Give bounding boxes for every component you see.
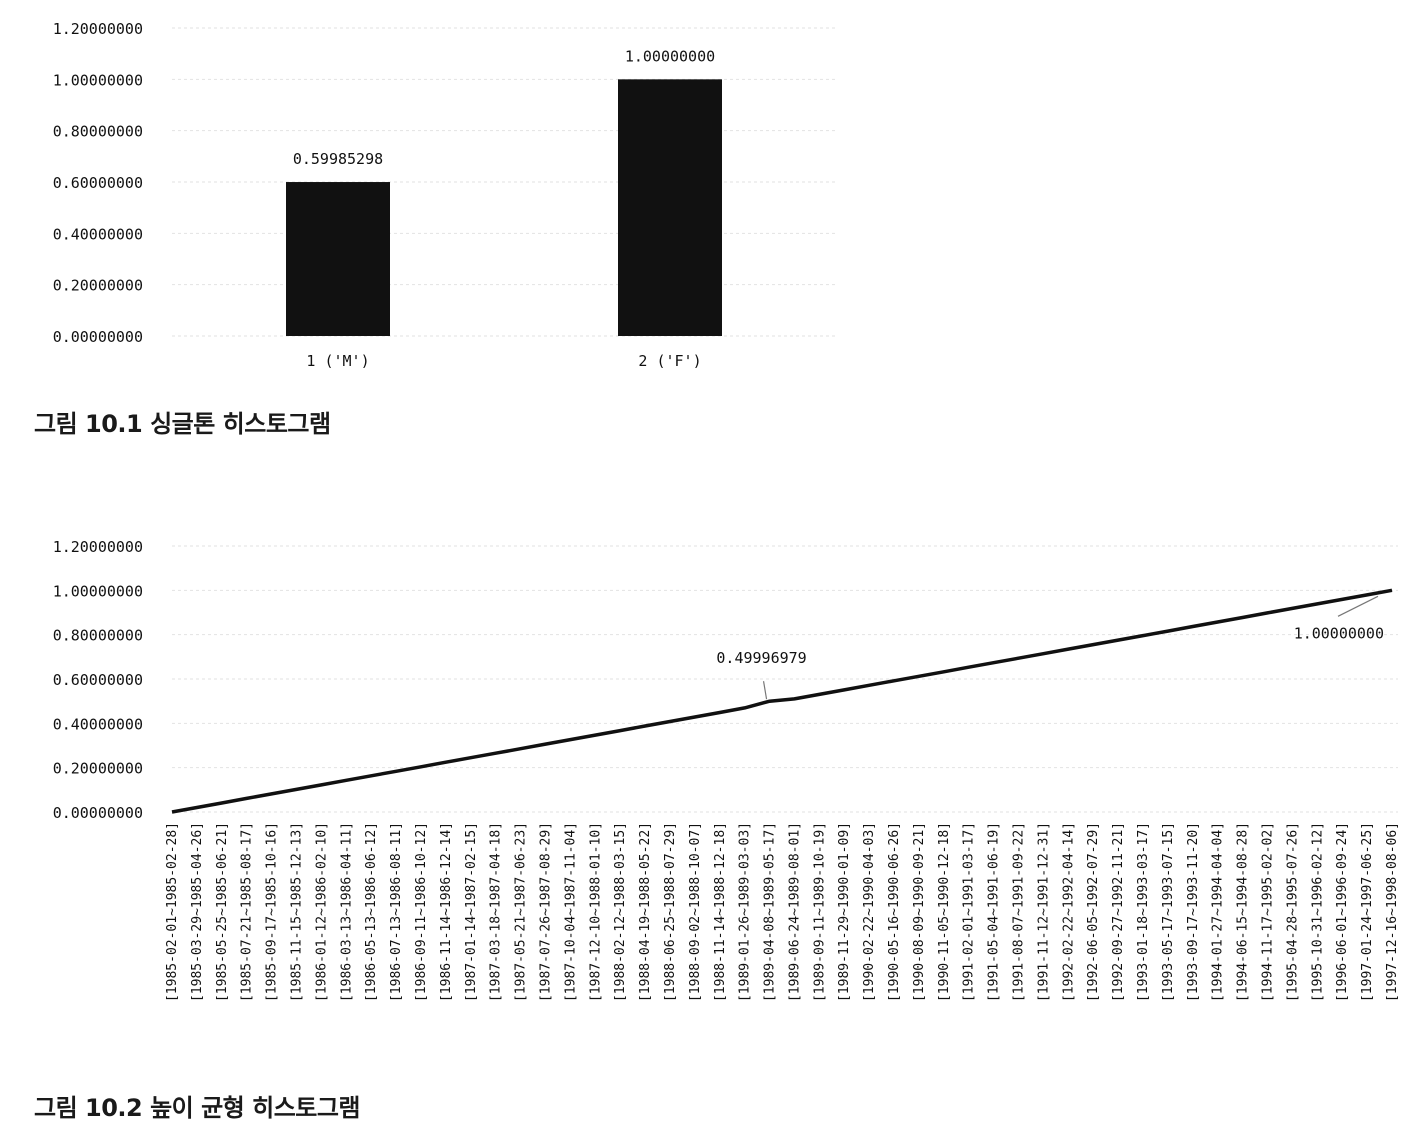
y-tick-label: 1.00000000	[53, 71, 143, 89]
height-balanced-histogram-figure: 0.00000000 0.20000000 0.40000000 0.60000000…	[0, 470, 1404, 1128]
x-tick-label: [1986-07-13~1986-08-11]	[389, 822, 404, 1002]
x-tick-label: [1987-03-18~1987-04-18]	[489, 822, 504, 1002]
x-tick-label: [1988-04-19~1988-05-22]	[638, 822, 653, 1002]
x-tick-label: [1993-09-17~1993-11-20]	[1186, 822, 1201, 1002]
y-tick-label: 0.80000000	[53, 627, 143, 645]
x-tick-label: [1990-02-22~1990-04-03]	[862, 822, 877, 1002]
x-tick-label: [1989-09-11~1989-10-19]	[812, 822, 827, 1002]
y-tick-label: 0.00000000	[53, 804, 143, 822]
x-tick-label: [1994-11-17~1995-02-02]	[1261, 822, 1276, 1002]
x-tick-label: [1985-07-21~1985-08-17]	[240, 822, 255, 1002]
x-tick-label: [1989-06-24~1989-08-01]	[787, 822, 802, 1002]
x-tick-label: [1995-04-28~1995-07-26]	[1285, 822, 1300, 1002]
x-tick-label: [1990-08-09~1990-09-21]	[912, 822, 927, 1002]
x-tick-label: [1993-05-17~1993-07-15]	[1161, 822, 1176, 1002]
y-tick-label: 0.40000000	[53, 225, 143, 243]
x-tick-label: [1986-09-11~1986-10-12]	[414, 822, 429, 1002]
y-tick-label: 0.20000000	[53, 277, 143, 295]
x-tick-label: [1985-11-15~1985-12-13]	[289, 822, 304, 1002]
annotation-leader	[1337, 595, 1379, 617]
x-tick-label: [1988-06-25~1988-07-29]	[663, 822, 678, 1002]
x-tick-label: [1994-01-27~1994-04-04]	[1211, 822, 1226, 1002]
bar	[618, 79, 722, 336]
y-tick-label: 0.60000000	[53, 671, 143, 689]
x-tick-label: [1985-05-25~1985-06-21]	[215, 822, 230, 1002]
x-tick-label: [1985-09-17~1985-10-16]	[265, 822, 280, 1002]
singleton-histogram-chart: 0.00000000 0.20000000 0.40000000 0.60000000…	[53, 20, 836, 370]
figure-caption-1: 그림 10.1 싱글톤 히스토그램	[34, 410, 331, 438]
x-tick-label: [1985-03-29~1985-04-26]	[190, 822, 205, 1002]
y-tick-label: 1.20000000	[53, 20, 143, 38]
x-tick-label: [1986-01-12~1986-02-10]	[314, 822, 329, 1002]
y-tick-label: 0.80000000	[53, 123, 143, 141]
x-tick-label: [1991-08-07~1991-09-22]	[1012, 822, 1027, 1002]
y-tick-label: 1.00000000	[53, 582, 143, 600]
x-tick-label: [1996-06-01~1996-09-24]	[1335, 822, 1350, 1002]
x-tick-label: [1990-11-05~1990-12-18]	[937, 822, 952, 1002]
x-tick-label: [1986-05-13~1986-06-12]	[364, 822, 379, 1002]
x-tick-label: [1987-12-10~1988-01-10]	[588, 822, 603, 1002]
figure-caption-2: 그림 10.2 높이 균형 히스토그램	[34, 1094, 361, 1122]
height-balanced-histogram-chart: 0.00000000 0.20000000 0.40000000 0.60000000…	[53, 538, 1400, 1002]
x-tick-label: [1988-11-14~1988-12-18]	[713, 822, 728, 1002]
y-tick-label: 0.00000000	[53, 328, 143, 346]
x-tick-label: [1987-05-21~1987-06-23]	[514, 822, 529, 1002]
singleton-histogram-figure: 0.00000000 0.20000000 0.40000000 0.60000000…	[0, 0, 1404, 470]
x-tick-label: [1987-07-26~1987-08-29]	[538, 822, 553, 1002]
x-tick-label: [1987-01-14~1987-02-15]	[464, 822, 479, 1002]
x-tick-label: [1997-12-16~1998-08-06]	[1385, 822, 1400, 1002]
x-tick-label: [1992-09-27~1992-11-21]	[1111, 822, 1126, 1002]
series-line	[171, 588, 1393, 814]
bar-data-label: 0.59985298	[293, 150, 383, 168]
x-tick-label: [1991-11-12~1991-12-31]	[1036, 822, 1051, 1002]
x-tick-label: 2 ('F')	[638, 352, 701, 370]
x-tick-label: [1989-01-26~1989-03-03]	[738, 822, 753, 1002]
bar	[286, 182, 390, 336]
annotation-leader	[762, 681, 768, 700]
x-tick-label: [1994-06-15~1994-08-28]	[1236, 822, 1251, 1002]
x-tick-label: [1992-06-05~1992-07-29]	[1086, 822, 1101, 1002]
y-tick-label: 0.60000000	[53, 174, 143, 192]
bar-data-label: 1.00000000	[625, 47, 715, 65]
y-tick-label: 1.20000000	[53, 538, 143, 556]
x-tick-label: [1993-01-18~1993-03-17]	[1136, 822, 1151, 1002]
y-tick-label: 0.40000000	[53, 715, 143, 733]
x-tick-label: [1986-11-14~1986-12-14]	[439, 822, 454, 1002]
x-tick-label: [1988-02-12~1988-03-15]	[613, 822, 628, 1002]
x-tick-label: [1988-09-02~1988-10-07]	[688, 822, 703, 1002]
x-tick-label: [1985-02-01~1985-02-28]	[165, 822, 180, 1002]
x-tick-label: [1992-02-22~1992-04-14]	[1061, 822, 1076, 1002]
y-tick-label: 0.20000000	[53, 760, 143, 778]
x-tick-label: [1997-01-24~1997-06-25]	[1360, 822, 1375, 1002]
annotation-label: 1.00000000	[1294, 624, 1384, 642]
x-tick-label: [1991-02-01~1991-03-17]	[962, 822, 977, 1002]
x-tick-label: [1995-10-31~1996-02-12]	[1310, 822, 1325, 1002]
x-tick-label: 1 ('M')	[306, 352, 369, 370]
x-tick-label: [1986-03-13~1986-04-11]	[339, 822, 354, 1002]
x-tick-label: [1989-11-29~1990-01-09]	[837, 822, 852, 1002]
x-tick-label: [1987-10-04~1987-11-04]	[563, 822, 578, 1002]
x-tick-label: [1991-05-04~1991-06-19]	[987, 822, 1002, 1002]
annotation-label: 0.49996979	[716, 649, 806, 667]
x-tick-label: [1990-05-16~1990-06-26]	[887, 822, 902, 1002]
x-tick-label: [1989-04-08~1989-05-17]	[763, 822, 778, 1002]
